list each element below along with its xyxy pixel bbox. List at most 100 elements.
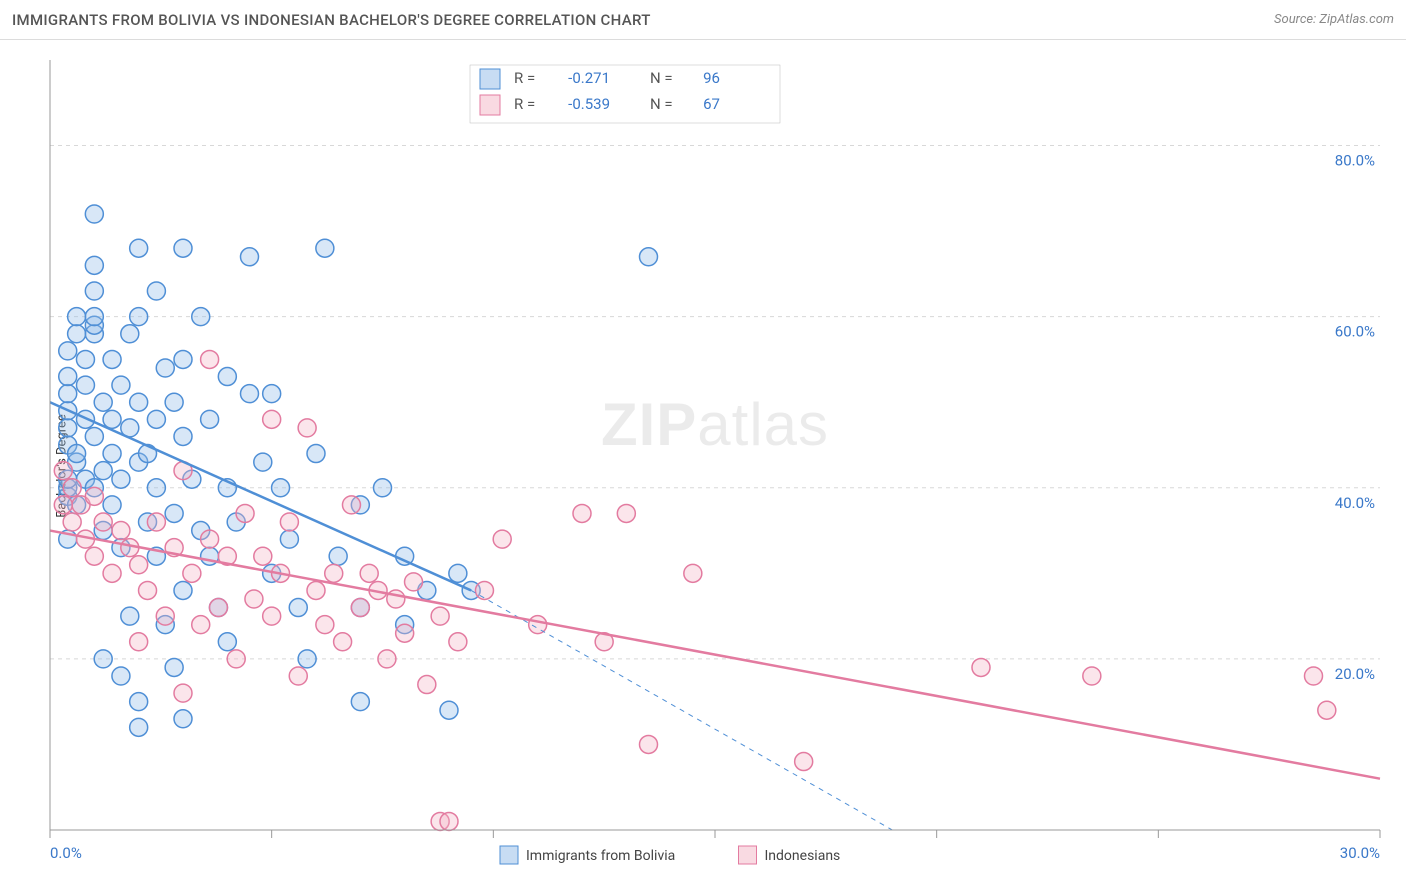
data-point: [59, 342, 77, 360]
data-point: [165, 658, 183, 676]
data-point: [85, 308, 103, 326]
data-point: [94, 462, 112, 480]
data-point: [342, 496, 360, 514]
legend-n-value: 96: [703, 69, 720, 87]
data-point: [85, 256, 103, 274]
x-tick-label: 0.0%: [50, 844, 82, 862]
y-tick-label: 40.0%: [1335, 494, 1375, 512]
data-point: [254, 547, 272, 565]
data-point: [112, 470, 130, 488]
data-point: [493, 530, 511, 548]
data-point: [147, 410, 165, 428]
data-point: [316, 616, 334, 634]
data-point: [85, 282, 103, 300]
data-point: [59, 385, 77, 403]
data-point: [573, 504, 591, 522]
data-point: [156, 359, 174, 377]
data-point: [94, 393, 112, 411]
data-point: [236, 504, 254, 522]
y-tick-label: 20.0%: [1335, 665, 1375, 683]
data-point: [103, 410, 121, 428]
data-point: [440, 812, 458, 830]
legend-swatch: [739, 846, 757, 864]
data-point: [263, 410, 281, 428]
data-point: [156, 607, 174, 625]
data-point: [192, 308, 210, 326]
legend-n-value: 67: [703, 95, 720, 113]
y-tick-label: 60.0%: [1335, 323, 1375, 341]
data-point: [418, 676, 436, 694]
data-point: [280, 530, 298, 548]
header-bar: IMMIGRANTS FROM BOLIVIA VS INDONESIAN BA…: [0, 0, 1406, 40]
legend-swatch: [480, 95, 500, 115]
data-point: [640, 248, 658, 266]
data-point: [103, 496, 121, 514]
data-point: [174, 710, 192, 728]
data-point: [85, 427, 103, 445]
data-point: [329, 547, 347, 565]
data-point: [103, 445, 121, 463]
data-point: [307, 445, 325, 463]
watermark: ZIPatlas: [601, 391, 829, 458]
data-point: [263, 385, 281, 403]
data-point: [227, 650, 245, 668]
scatter-chart: 20.0%40.0%60.0%80.0%ZIPatlas0.0%30.0%R =…: [0, 40, 1406, 892]
trend-line: [50, 531, 1380, 779]
legend-series-label: Indonesians: [765, 848, 841, 864]
data-point: [130, 393, 148, 411]
data-point: [449, 633, 467, 651]
data-point: [241, 385, 259, 403]
data-point: [63, 513, 81, 531]
data-point: [121, 325, 139, 343]
data-point: [68, 308, 86, 326]
data-point: [174, 581, 192, 599]
legend-n-label: N =: [650, 69, 673, 87]
legend-n-label: N =: [650, 95, 673, 113]
data-point: [405, 573, 423, 591]
data-point: [449, 564, 467, 582]
data-point: [63, 479, 81, 497]
data-point: [289, 599, 307, 617]
data-point: [103, 350, 121, 368]
data-point: [94, 513, 112, 531]
data-point: [85, 487, 103, 505]
data-point: [325, 564, 343, 582]
data-point: [795, 753, 813, 771]
data-point: [254, 453, 272, 471]
legend-swatch: [480, 69, 500, 89]
data-point: [316, 239, 334, 257]
data-point: [1083, 667, 1101, 685]
data-point: [165, 393, 183, 411]
data-point: [298, 650, 316, 668]
legend-swatch: [500, 846, 518, 864]
data-point: [85, 547, 103, 565]
data-point: [201, 350, 219, 368]
data-point: [94, 650, 112, 668]
data-point: [130, 239, 148, 257]
data-point: [130, 693, 148, 711]
data-point: [85, 205, 103, 223]
data-point: [54, 462, 72, 480]
legend-r-value: -0.539: [568, 95, 610, 113]
data-point: [112, 376, 130, 394]
data-point: [272, 479, 290, 497]
data-point: [475, 581, 493, 599]
data-point: [1305, 667, 1323, 685]
data-point: [165, 504, 183, 522]
data-point: [139, 445, 157, 463]
chart-area: Bachelor's Degree 20.0%40.0%60.0%80.0%ZI…: [0, 40, 1406, 892]
legend-series-label: Immigrants from Bolivia: [526, 848, 675, 864]
source-attribution: Source: ZipAtlas.com: [1274, 12, 1394, 27]
data-point: [280, 513, 298, 531]
data-point: [201, 530, 219, 548]
y-tick-label: 80.0%: [1335, 152, 1375, 170]
data-point: [112, 667, 130, 685]
data-point: [289, 667, 307, 685]
legend-r-label: R =: [514, 95, 535, 113]
data-point: [972, 658, 990, 676]
data-point: [54, 496, 72, 514]
data-point: [103, 564, 121, 582]
data-point: [684, 564, 702, 582]
data-point: [121, 607, 139, 625]
data-point: [218, 633, 236, 651]
